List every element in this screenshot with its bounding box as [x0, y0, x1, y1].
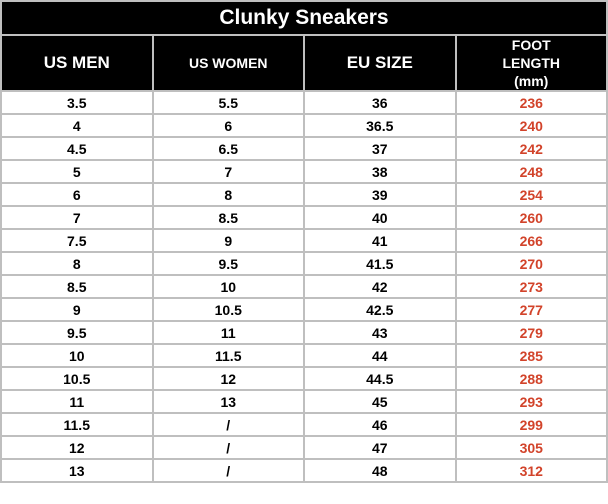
cell-us-women: / [151, 412, 305, 437]
cell-eu-size: 42.5 [303, 297, 457, 322]
cell-eu-size: 45 [303, 389, 457, 414]
cell-eu-size: 42 [303, 274, 457, 299]
cell-us-women: 5.5 [151, 90, 305, 115]
cell-us-women: 8.5 [151, 205, 305, 230]
cell-us-women: 10 [151, 274, 305, 299]
cell-us-men: 10.5 [0, 366, 154, 391]
cell-foot-length: 254 [454, 182, 608, 207]
cell-foot-length: 312 [454, 458, 608, 483]
table-row: 9.5 11 43 279 [0, 320, 608, 345]
table-row: 4 6 36.5 240 [0, 113, 608, 138]
cell-us-men: 4 [0, 113, 154, 138]
cell-eu-size: 39 [303, 182, 457, 207]
cell-eu-size: 43 [303, 320, 457, 345]
header-us-men: US MEN [0, 34, 154, 92]
cell-us-men: 6 [0, 182, 154, 207]
cell-foot-length: 279 [454, 320, 608, 345]
size-chart-table: Clunky Sneakers US MEN US WOMEN EU SIZE … [0, 0, 608, 483]
cell-eu-size: 37 [303, 136, 457, 161]
cell-foot-length: 293 [454, 389, 608, 414]
header-foot-length: FOOT LENGTH (mm) [454, 34, 608, 92]
cell-us-women: 11.5 [151, 343, 305, 368]
cell-us-women: / [151, 458, 305, 483]
cell-us-men: 7 [0, 205, 154, 230]
cell-us-women: 13 [151, 389, 305, 414]
table-row: 13/48 312 [0, 458, 608, 483]
table-row: 11 13 45 293 [0, 389, 608, 414]
table-row: 9 10.5 42.5 277 [0, 297, 608, 322]
header-us-women: US WOMEN [151, 34, 305, 92]
chart-title: Clunky Sneakers [0, 0, 608, 36]
cell-us-men: 12 [0, 435, 154, 460]
cell-us-men: 4.5 [0, 136, 154, 161]
cell-foot-length: 270 [454, 251, 608, 276]
cell-eu-size: 36.5 [303, 113, 457, 138]
table-row: 8 9.5 41.5 270 [0, 251, 608, 276]
table-row: 7.5 9 41 266 [0, 228, 608, 253]
table-row: 6 8 39 254 [0, 182, 608, 207]
cell-foot-length: 240 [454, 113, 608, 138]
table-row: 11.5/46 299 [0, 412, 608, 437]
cell-us-men: 7.5 [0, 228, 154, 253]
cell-eu-size: 36 [303, 90, 457, 115]
cell-eu-size: 38 [303, 159, 457, 184]
table-row: 10 11.5 44 285 [0, 343, 608, 368]
table-row: 4.5 6.5 37 242 [0, 136, 608, 161]
cell-us-women: 10.5 [151, 297, 305, 322]
cell-us-women: 12 [151, 366, 305, 391]
cell-foot-length: 266 [454, 228, 608, 253]
cell-us-men: 8.5 [0, 274, 154, 299]
table-body: 3.5 5.5 36 236 4 6 36.5 240 4.5 6.5 37 242 5 7 38 248 6 8… [0, 90, 608, 483]
cell-us-men: 9.5 [0, 320, 154, 345]
cell-us-women: / [151, 435, 305, 460]
cell-foot-length: 285 [454, 343, 608, 368]
cell-eu-size: 48 [303, 458, 457, 483]
header-eu-size: EU SIZE [303, 34, 457, 92]
cell-eu-size: 47 [303, 435, 457, 460]
cell-foot-length: 305 [454, 435, 608, 460]
cell-foot-length: 273 [454, 274, 608, 299]
cell-foot-length: 242 [454, 136, 608, 161]
cell-foot-length: 236 [454, 90, 608, 115]
cell-us-women: 9 [151, 228, 305, 253]
table-row: 7 8.5 40 260 [0, 205, 608, 230]
table-row: 12/47 305 [0, 435, 608, 460]
cell-eu-size: 41.5 [303, 251, 457, 276]
cell-us-men: 13 [0, 458, 154, 483]
table-row: 10.5 12 44.5 288 [0, 366, 608, 391]
cell-us-men: 3.5 [0, 90, 154, 115]
cell-us-men: 10 [0, 343, 154, 368]
cell-us-men: 11 [0, 389, 154, 414]
cell-us-men: 8 [0, 251, 154, 276]
cell-us-men: 11.5 [0, 412, 154, 437]
cell-us-women: 8 [151, 182, 305, 207]
table-row: 8.5 10 42 273 [0, 274, 608, 299]
cell-eu-size: 44 [303, 343, 457, 368]
cell-eu-size: 46 [303, 412, 457, 437]
cell-eu-size: 40 [303, 205, 457, 230]
cell-us-women: 6 [151, 113, 305, 138]
cell-us-women: 9.5 [151, 251, 305, 276]
cell-us-women: 11 [151, 320, 305, 345]
cell-eu-size: 44.5 [303, 366, 457, 391]
cell-foot-length: 277 [454, 297, 608, 322]
table-row: 3.5 5.5 36 236 [0, 90, 608, 115]
cell-foot-length: 288 [454, 366, 608, 391]
table-row: 5 7 38 248 [0, 159, 608, 184]
cell-us-women: 7 [151, 159, 305, 184]
cell-foot-length: 260 [454, 205, 608, 230]
cell-eu-size: 41 [303, 228, 457, 253]
cell-foot-length: 299 [454, 412, 608, 437]
cell-us-women: 6.5 [151, 136, 305, 161]
cell-us-men: 9 [0, 297, 154, 322]
cell-foot-length: 248 [454, 159, 608, 184]
cell-us-men: 5 [0, 159, 154, 184]
